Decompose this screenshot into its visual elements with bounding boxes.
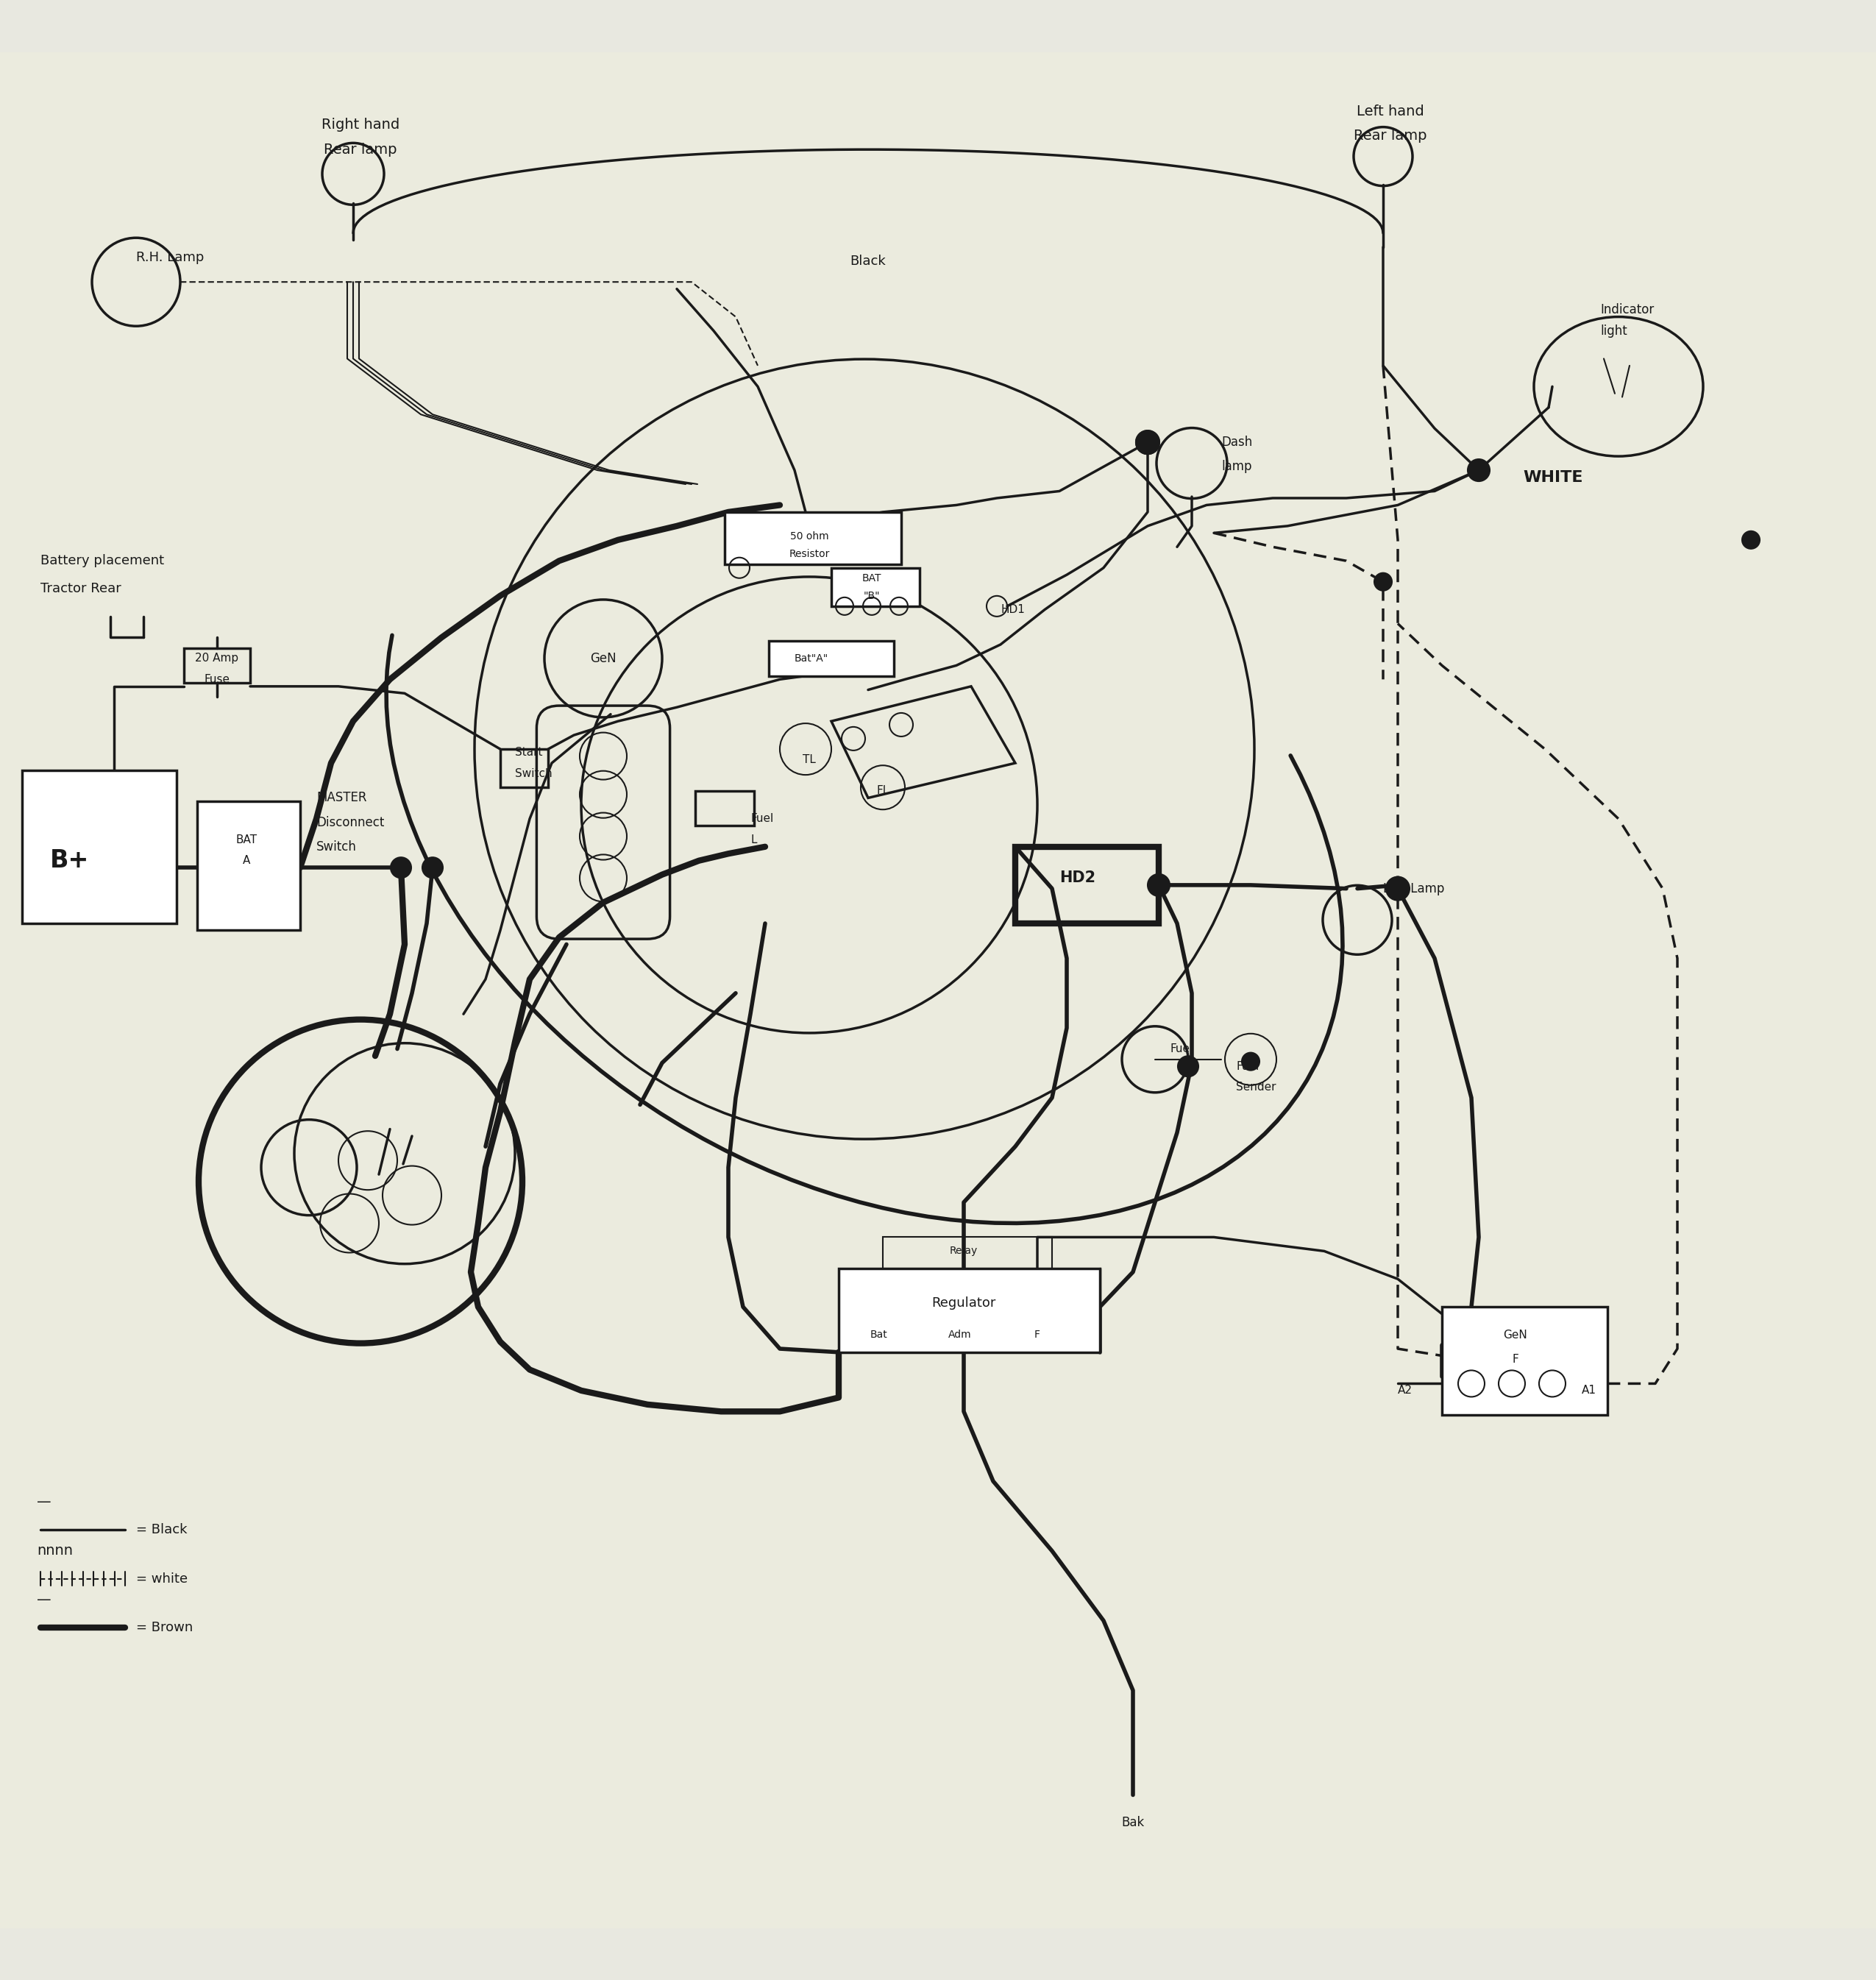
Text: MASTER: MASTER xyxy=(317,792,366,804)
Text: Disconnect: Disconnect xyxy=(317,816,385,830)
Text: WHITE: WHITE xyxy=(1523,469,1583,485)
Text: Battery placement: Battery placement xyxy=(41,554,165,568)
Text: Sender: Sender xyxy=(1236,1081,1276,1093)
Bar xyxy=(724,513,900,564)
Text: 50 ohm: 50 ohm xyxy=(790,531,829,543)
Text: FL: FL xyxy=(876,786,889,796)
Circle shape xyxy=(1135,430,1159,453)
Text: Rear lamp: Rear lamp xyxy=(1354,129,1428,143)
Bar xyxy=(769,642,893,675)
Text: Dash: Dash xyxy=(1221,436,1253,449)
Text: A1: A1 xyxy=(1581,1386,1596,1396)
Text: GeN: GeN xyxy=(1503,1329,1527,1340)
Circle shape xyxy=(1467,459,1490,481)
Bar xyxy=(884,1238,1052,1269)
Text: = Brown: = Brown xyxy=(137,1622,193,1634)
Text: Adm: Adm xyxy=(949,1331,972,1340)
Text: Indicator: Indicator xyxy=(1600,303,1655,317)
Text: BAT: BAT xyxy=(236,834,257,845)
Text: Bat: Bat xyxy=(870,1331,887,1340)
Bar xyxy=(696,790,754,826)
Text: —: — xyxy=(38,1592,51,1606)
Text: = white: = white xyxy=(137,1572,188,1586)
Text: HD1: HD1 xyxy=(1000,604,1024,616)
Text: Right hand: Right hand xyxy=(321,119,400,133)
Circle shape xyxy=(1386,877,1409,901)
Text: F: F xyxy=(1034,1331,1041,1340)
Text: L.H. Lamp: L.H. Lamp xyxy=(1383,881,1445,895)
Bar xyxy=(197,802,300,931)
Text: —: — xyxy=(38,1495,51,1509)
Text: B+: B+ xyxy=(51,849,90,873)
Text: TL: TL xyxy=(803,754,816,764)
Circle shape xyxy=(1375,572,1392,590)
Text: 20 Amp: 20 Amp xyxy=(195,653,238,663)
Text: Fuel: Fuel xyxy=(1236,1061,1259,1071)
Text: Bak: Bak xyxy=(1122,1816,1144,1830)
Circle shape xyxy=(1135,430,1159,453)
Bar xyxy=(501,748,548,788)
Text: A2: A2 xyxy=(1398,1386,1413,1396)
Text: Relay: Relay xyxy=(949,1245,977,1255)
Text: Tractor Rear: Tractor Rear xyxy=(41,582,122,596)
Bar xyxy=(23,770,176,923)
Text: Black: Black xyxy=(850,253,885,267)
Text: = Black: = Black xyxy=(137,1523,188,1536)
Text: nnnn: nnnn xyxy=(38,1544,73,1558)
Text: Fuel: Fuel xyxy=(1171,1043,1193,1055)
Text: Switch: Switch xyxy=(317,840,356,853)
Text: A: A xyxy=(242,855,250,865)
Text: Left hand: Left hand xyxy=(1356,105,1424,119)
Text: Bat"A": Bat"A" xyxy=(795,653,829,663)
Bar xyxy=(1015,847,1159,923)
Bar xyxy=(1443,1307,1608,1416)
Bar xyxy=(831,568,919,606)
Text: Switch: Switch xyxy=(516,768,552,778)
Text: Regulator: Regulator xyxy=(932,1297,996,1311)
Circle shape xyxy=(1178,1055,1199,1077)
Text: HD2: HD2 xyxy=(1060,871,1096,885)
Text: "B": "B" xyxy=(863,590,880,600)
Text: Fuse: Fuse xyxy=(204,673,231,685)
Text: light: light xyxy=(1600,325,1626,337)
Circle shape xyxy=(1743,531,1760,548)
Text: Fuel: Fuel xyxy=(750,814,773,824)
Circle shape xyxy=(1148,873,1171,897)
Circle shape xyxy=(1242,1053,1259,1071)
Bar xyxy=(184,647,250,683)
Text: BAT: BAT xyxy=(863,572,882,584)
Text: lamp: lamp xyxy=(1221,459,1251,473)
Circle shape xyxy=(390,857,411,877)
Bar xyxy=(839,1269,1099,1352)
Text: L: L xyxy=(750,834,756,845)
Text: Start: Start xyxy=(516,746,542,758)
Text: F: F xyxy=(1512,1354,1520,1364)
Text: Resistor: Resistor xyxy=(790,548,829,558)
Text: Rear lamp: Rear lamp xyxy=(325,143,398,156)
Circle shape xyxy=(422,857,443,877)
Text: R.H. Lamp: R.H. Lamp xyxy=(137,251,204,263)
Text: GeN: GeN xyxy=(591,651,617,665)
